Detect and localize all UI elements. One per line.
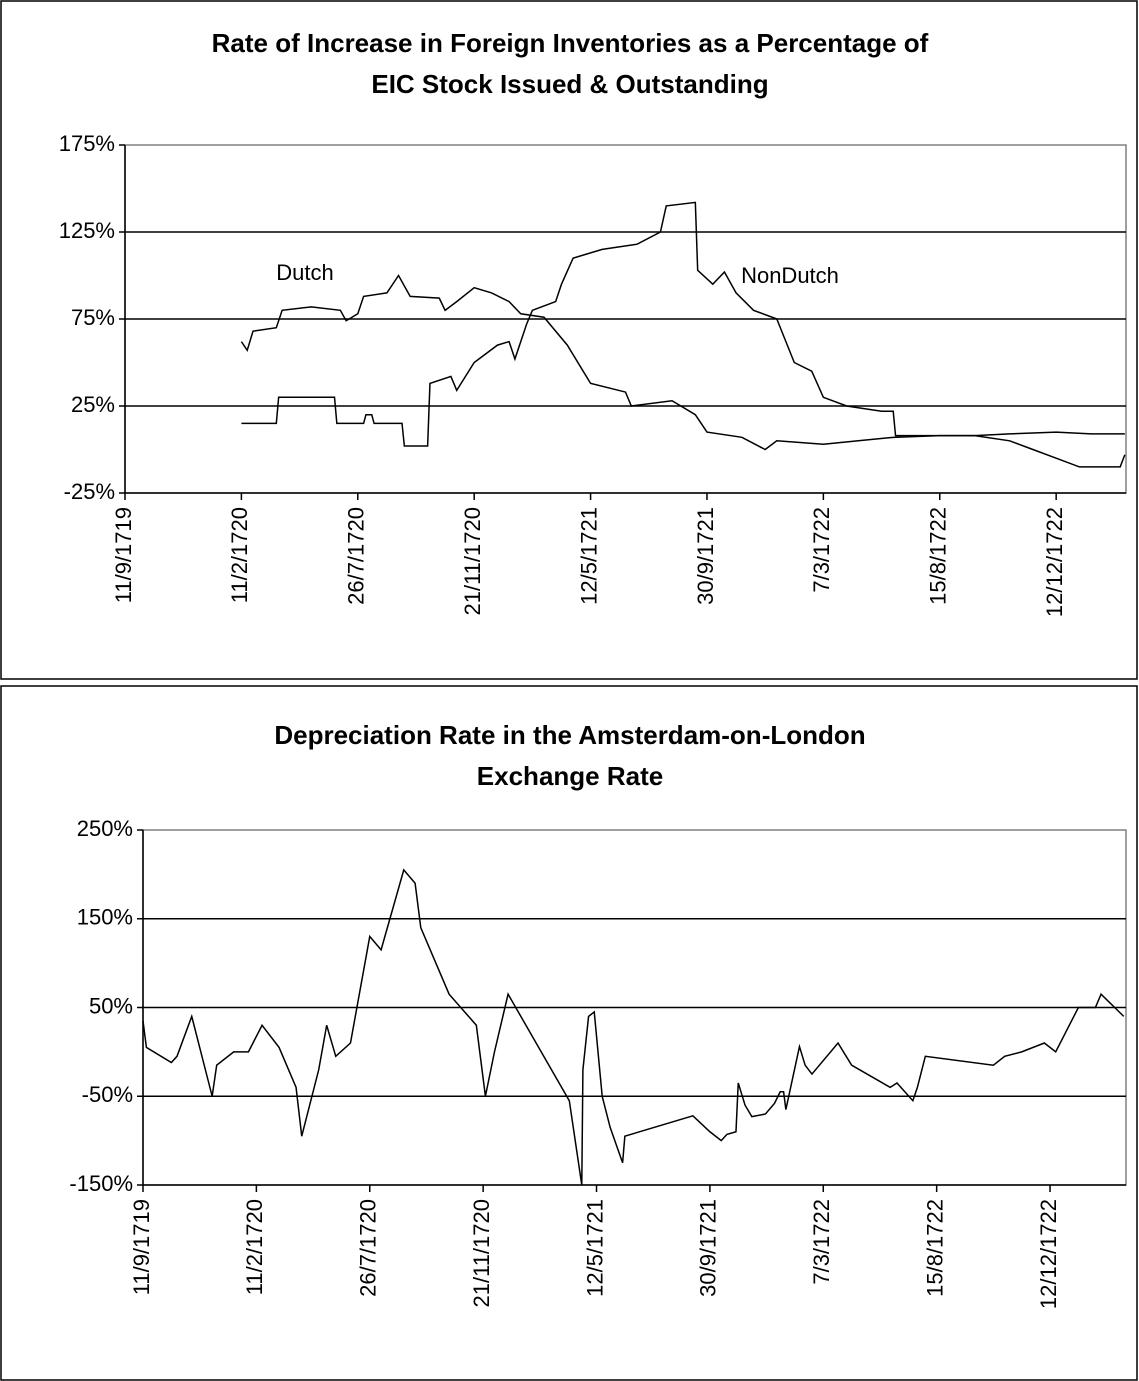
chart-frame bbox=[0, 685, 1138, 1381]
y-tick-label: 50% bbox=[89, 993, 133, 1018]
x-tick-label: 30/9/1721 bbox=[696, 1199, 721, 1297]
x-tick-label: 15/8/1722 bbox=[922, 1199, 947, 1297]
chart-title: EIC Stock Issued & Outstanding bbox=[371, 69, 768, 99]
y-tick-label: 250% bbox=[77, 816, 133, 841]
chart-title: Exchange Rate bbox=[477, 761, 663, 791]
x-tick-label: 11/9/1719 bbox=[111, 507, 136, 603]
x-tick-label: 12/12/1722 bbox=[1036, 1199, 1061, 1309]
x-tick-label: 7/3/1722 bbox=[809, 1199, 834, 1285]
chart-title: Depreciation Rate in the Amsterdam-on-Lo… bbox=[274, 720, 865, 750]
y-tick-label: 175% bbox=[59, 131, 115, 156]
y-tick-label: 125% bbox=[59, 218, 115, 243]
x-tick-label: 12/5/1721 bbox=[582, 1199, 607, 1297]
x-tick-label: 30/9/1721 bbox=[693, 507, 718, 605]
chart-frame bbox=[0, 0, 1138, 680]
x-tick-label: 26/7/1720 bbox=[356, 1199, 381, 1297]
y-tick-label: 25% bbox=[71, 392, 115, 417]
data-line bbox=[241, 201, 1126, 468]
x-tick-label: 11/2/1720 bbox=[242, 1199, 267, 1295]
x-tick-label: 7/3/1722 bbox=[809, 507, 834, 593]
y-tick-label: -150% bbox=[69, 1171, 133, 1196]
x-tick-label: 11/2/1720 bbox=[227, 507, 252, 603]
x-tick-label: 26/7/1720 bbox=[344, 507, 369, 605]
y-tick-label: 150% bbox=[77, 905, 133, 930]
series-label: NonDutch bbox=[741, 263, 839, 288]
chart-title: Rate of Increase in Foreign Inventories … bbox=[212, 28, 929, 58]
x-tick-label: 21/11/1720 bbox=[460, 507, 485, 615]
y-tick-label: 75% bbox=[71, 305, 115, 330]
x-tick-label: 12/5/1721 bbox=[576, 507, 601, 605]
x-tick-label: 12/12/1722 bbox=[1042, 507, 1067, 617]
series-label: Dutch bbox=[276, 260, 333, 285]
x-tick-label: 21/11/1720 bbox=[469, 1199, 494, 1307]
x-tick-label: 11/9/1719 bbox=[129, 1199, 154, 1295]
data-line bbox=[240, 274, 1125, 451]
y-tick-label: -25% bbox=[64, 479, 115, 504]
y-tick-label: -50% bbox=[82, 1082, 133, 1107]
data-line bbox=[142, 868, 1125, 1186]
x-tick-label: 15/8/1722 bbox=[926, 507, 951, 605]
